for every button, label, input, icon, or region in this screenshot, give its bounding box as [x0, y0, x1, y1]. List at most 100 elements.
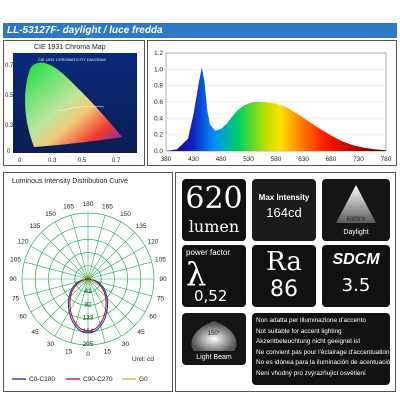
beam-angle: 150°: [207, 331, 221, 337]
cct-name: Daylight: [343, 229, 369, 236]
polar-angle-label: 75: [12, 295, 20, 302]
polar-angle-label: 135: [30, 223, 41, 230]
polar-angle-label: 15: [104, 348, 112, 355]
polar-angle-label: 75: [157, 295, 165, 302]
accent-note: Není vhodný pro zvýrazňující osvětlení: [256, 369, 366, 377]
spectrum-y-tick: 0.4: [154, 115, 163, 122]
power-factor-value: 0,52: [194, 287, 228, 305]
cie-blackbody-locus: [58, 105, 105, 112]
polar-radial-label: 82: [84, 301, 92, 308]
polar-angle-label: 30: [47, 341, 55, 348]
spectrum-y-tick: 1.0: [154, 66, 163, 73]
polar-angle-label: 150: [45, 211, 56, 218]
max-intensity-value: 164cd: [266, 205, 302, 220]
ra-label: Ra: [266, 247, 302, 277]
spectrum-x-tick: 680: [326, 156, 337, 163]
svg-text:CIE 1931 CHROMATICITY DIAGRAM: CIE 1931 CHROMATICITY DIAGRAM: [38, 57, 106, 62]
spectrum-x-tick: 730: [353, 156, 364, 163]
accent-note: No es idónea para la iluminación de acen…: [256, 359, 390, 367]
polar-panel: Luminous Intensity Distribution Curve 18…: [3, 172, 173, 392]
legend-label: C90-C270: [83, 376, 113, 383]
svg-text:0.7: 0.7: [5, 63, 14, 69]
polar-angle-label: 15: [65, 348, 73, 355]
polar-angle-label: 135: [136, 223, 147, 230]
beam-icon: [191, 321, 237, 351]
polar-angle-label: 165: [63, 204, 74, 211]
polar-angle-label: 165: [102, 204, 113, 211]
svg-text:0.3: 0.3: [48, 158, 57, 164]
svg-text:0.3: 0.3: [5, 123, 14, 129]
polar-angle-label: 180: [83, 201, 94, 208]
spectrum-y-tick: 0.8: [154, 83, 163, 90]
polar-title: Luminous Intensity Distribution Curve: [12, 178, 128, 185]
accent-note: Ne convient pas pour l'éclairage d'accen…: [256, 348, 390, 356]
spectrum-x-tick: 580: [271, 156, 282, 163]
beam-label: Light Beam: [196, 354, 232, 361]
spectrum-x-tick: 530: [243, 156, 254, 163]
polar-angle-label: 30: [122, 341, 130, 348]
polar-angle-label: 90: [9, 276, 17, 283]
polar-angle-label: 120: [18, 239, 29, 246]
max-intensity-tile: Max Intensity 164cd: [252, 179, 316, 241]
polar-angle-label: 120: [148, 239, 159, 246]
cct-label: 6000°k: [346, 217, 366, 223]
spectrum-x-tick: 430: [188, 156, 199, 163]
ra-value: 86: [270, 277, 298, 302]
polar-angle-label: 45: [31, 329, 39, 336]
svg-text:0.5: 0.5: [78, 158, 87, 164]
cie-diagram: CIE 1931 CHROMATICITY DIAGRAM 0.7 0.5 0.…: [5, 53, 137, 164]
lumen-value: 620: [185, 181, 243, 216]
spectrum-x-tick: 380: [161, 156, 172, 163]
ra-tile: Ra 86: [252, 245, 316, 307]
product-title: LL-53127F- daylight / luce fredda: [3, 23, 397, 38]
svg-text:0.5: 0.5: [5, 93, 14, 99]
light-cone-icon: [336, 185, 376, 223]
polar-angle-label: 150: [120, 211, 131, 218]
svg-text:0: 0: [18, 158, 22, 164]
lumen-tile: 620 lumen: [182, 179, 246, 241]
polar-radial-label: 205: [83, 341, 94, 348]
power-factor-symbol: λ: [186, 255, 207, 293]
lumen-unit: lumen: [188, 217, 240, 236]
cie-panel: CIE 1931 Chroma Map CIE 1931 CHROMATICIT…: [3, 40, 145, 166]
curve-c0-c180: [67, 278, 109, 334]
polar-angle-label: 105: [10, 257, 21, 264]
polar-unit: Unit: cd: [132, 356, 154, 363]
power-factor-label: power factor: [186, 248, 231, 257]
spectrum-y-tick: 0.0: [154, 148, 163, 155]
specs-panel: 620 lumen Max Intensity 164cd 6000°k Day…: [175, 172, 396, 392]
polar-angle-label: 105: [155, 257, 166, 264]
accent-notes-tile: Non adatta per illuminazione d'accento No…: [252, 313, 390, 385]
cie-title: CIE 1931 Chroma Map: [34, 44, 106, 51]
legend-label: G0: [139, 376, 148, 383]
polar-angle-label: 45: [137, 329, 145, 336]
spectrum-panel: 1.2 1.0 0.8 0.6 0.4 0.2 0.0 380 430 480 530 580 630 6…: [147, 40, 397, 166]
beam-tile: 150° Light Beam: [182, 313, 246, 365]
polar-angle-label: 60: [149, 314, 157, 321]
accent-notes-list: Non adatta per illuminazione d'accento No…: [256, 316, 390, 380]
polar-angle-label: 0: [86, 351, 90, 358]
svg-text:0.7: 0.7: [112, 158, 121, 164]
accent-note: Akzentbeleuchtung nicht geeignet ist: [256, 338, 361, 346]
spectrum-x-tick: 780: [381, 156, 392, 163]
sdcm-tile: SDCM 3.5: [322, 245, 390, 307]
spectrum-y-tick: 1.2: [154, 50, 163, 57]
svg-text:0: 0: [7, 149, 11, 155]
polar-radial-label: 41: [84, 288, 92, 295]
accent-note: Non adatta per illuminazione d'accento: [256, 317, 366, 324]
cct-tile: 6000°k Daylight: [322, 179, 390, 241]
curve-c90-c270: [69, 278, 107, 332]
sdcm-label: SDCM: [332, 251, 380, 268]
curve-g0: [83, 274, 93, 284]
power-factor-tile: power factor λ 0,52: [182, 245, 246, 307]
spectrum-y-tick: 0.2: [154, 132, 163, 139]
polar-angle-label: 90: [159, 276, 167, 283]
spectrum-x-tick: 480: [216, 156, 227, 163]
polar-radial-label: 123: [83, 315, 94, 322]
cie-horseshoe: [25, 62, 122, 147]
spectrum-y-tick: 0.6: [154, 99, 163, 106]
polar-angle-label: 60: [19, 314, 27, 321]
sdcm-value: 3.5: [341, 275, 371, 296]
